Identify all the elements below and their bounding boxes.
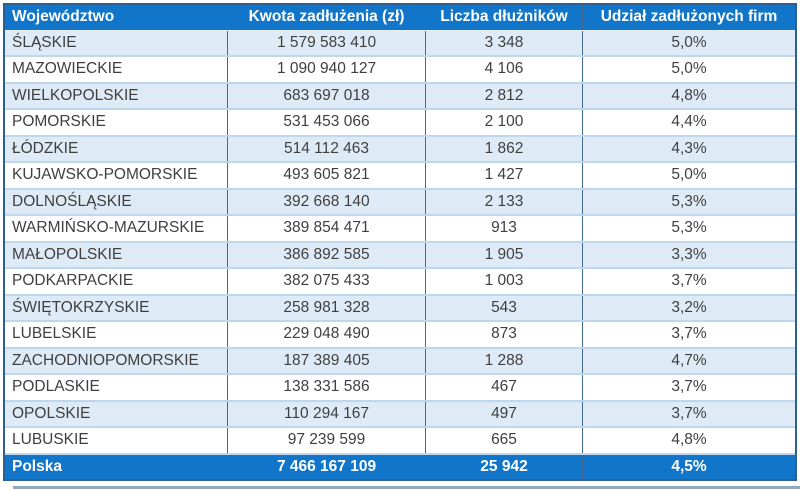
debtors-cell: 1 288 xyxy=(425,348,582,373)
header-cell-region: Województwo xyxy=(12,8,115,26)
amount-cell: 514 112 463 xyxy=(227,136,425,161)
debtors-cell: 3 348 xyxy=(425,30,582,55)
region-cell: DOLNOŚLĄSKIE xyxy=(12,192,132,210)
region-cell: POMORSKIE xyxy=(12,113,106,131)
debtors-cell: 543 xyxy=(425,295,582,320)
debtors-cell: 1 003 xyxy=(425,269,582,294)
total-debtors-cell: 25 942 xyxy=(425,454,582,479)
table-row: WARMIŃSKO-MAZURSKIE 389 854 471 913 5,3% xyxy=(5,214,795,241)
share-cell: 5,3% xyxy=(582,216,795,241)
share-cell: 4,4% xyxy=(582,110,795,135)
share-cell: 5,0% xyxy=(582,57,795,82)
region-cell: ZACHODNIOPOMORSKIE xyxy=(12,351,199,369)
table-row: PODLASKIE 138 331 586 467 3,7% xyxy=(5,373,795,400)
table-row: ŚWIĘTOKRZYSKIE 258 981 328 543 3,2% xyxy=(5,293,795,320)
table-row: POMORSKIE 531 453 066 2 100 4,4% xyxy=(5,108,795,135)
amount-cell: 386 892 585 xyxy=(227,242,425,267)
amount-cell: 1 579 583 410 xyxy=(227,30,425,55)
table-row: WIELKOPOLSKIE 683 697 018 2 812 4,8% xyxy=(5,81,795,108)
total-region-cell: Polska xyxy=(12,457,62,475)
table-row: KUJAWSKO-POMORSKIE 493 605 821 1 427 5,0… xyxy=(5,161,795,188)
amount-cell: 531 453 066 xyxy=(227,110,425,135)
bottom-divider-rule xyxy=(13,486,800,489)
table-row: OPOLSKIE 110 294 167 497 3,7% xyxy=(5,399,795,426)
table-row: LUBUSKIE 97 239 599 665 4,8% xyxy=(5,426,795,453)
amount-cell: 392 668 140 xyxy=(227,189,425,214)
region-cell: ŚLĄSKIE xyxy=(12,33,77,51)
table-row: MAŁOPOLSKIE 386 892 585 1 905 3,3% xyxy=(5,240,795,267)
share-cell: 5,0% xyxy=(582,30,795,55)
amount-cell: 389 854 471 xyxy=(227,216,425,241)
debtors-cell: 497 xyxy=(425,401,582,426)
amount-cell: 683 697 018 xyxy=(227,83,425,108)
share-cell: 4,7% xyxy=(582,348,795,373)
share-cell: 3,7% xyxy=(582,375,795,400)
region-cell: LUBUSKIE xyxy=(12,431,89,449)
table-header-row: Województwo Kwota zadłużenia (zł) Liczba… xyxy=(5,5,795,30)
region-cell: ŁÓDZKIE xyxy=(12,139,79,157)
amount-cell: 382 075 433 xyxy=(227,269,425,294)
region-cell: WARMIŃSKO-MAZURSKIE xyxy=(12,219,205,237)
amount-cell: 97 239 599 xyxy=(227,428,425,453)
total-share-cell: 4,5% xyxy=(582,454,795,479)
region-cell: PODKARPACKIE xyxy=(12,272,134,290)
table-row: ŚLĄSKIE 1 579 583 410 3 348 5,0% xyxy=(5,29,795,55)
debtors-cell: 1 427 xyxy=(425,163,582,188)
share-cell: 4,8% xyxy=(582,83,795,108)
region-cell: LUBELSKIE xyxy=(12,325,97,343)
debtors-cell: 2 100 xyxy=(425,110,582,135)
region-cell: PODLASKIE xyxy=(12,378,100,396)
share-cell: 3,2% xyxy=(582,295,795,320)
share-cell: 5,0% xyxy=(582,163,795,188)
share-cell: 3,7% xyxy=(582,269,795,294)
region-cell: MAZOWIECKIE xyxy=(12,60,123,78)
share-cell: 3,7% xyxy=(582,401,795,426)
region-cell: KUJAWSKO-POMORSKIE xyxy=(12,166,198,184)
table-row: DOLNOŚLĄSKIE 392 668 140 2 133 5,3% xyxy=(5,187,795,214)
amount-cell: 493 605 821 xyxy=(227,163,425,188)
amount-cell: 229 048 490 xyxy=(227,322,425,347)
amount-cell: 258 981 328 xyxy=(227,295,425,320)
amount-cell: 110 294 167 xyxy=(227,401,425,426)
header-cell-share: Udział zadłużonych firm xyxy=(582,5,795,30)
region-cell: WIELKOPOLSKIE xyxy=(12,86,139,104)
debtors-cell: 1 862 xyxy=(425,136,582,161)
table-row: ŁÓDZKIE 514 112 463 1 862 4,3% xyxy=(5,134,795,161)
debtors-cell: 913 xyxy=(425,216,582,241)
share-cell: 3,7% xyxy=(582,322,795,347)
share-cell: 4,3% xyxy=(582,136,795,161)
total-amount-cell: 7 466 167 109 xyxy=(227,454,425,479)
table-row: ZACHODNIOPOMORSKIE 187 389 405 1 288 4,7… xyxy=(5,346,795,373)
debt-by-voivodeship-table: Województwo Kwota zadłużenia (zł) Liczba… xyxy=(3,3,797,481)
debtors-cell: 1 905 xyxy=(425,242,582,267)
header-cell-debtors: Liczba dłużników xyxy=(425,5,582,30)
debtors-cell: 4 106 xyxy=(425,57,582,82)
amount-cell: 1 090 940 127 xyxy=(227,57,425,82)
amount-cell: 187 389 405 xyxy=(227,348,425,373)
table-row: PODKARPACKIE 382 075 433 1 003 3,7% xyxy=(5,267,795,294)
debtors-cell: 467 xyxy=(425,375,582,400)
region-cell: MAŁOPOLSKIE xyxy=(12,245,123,263)
share-cell: 4,8% xyxy=(582,428,795,453)
region-cell: ŚWIĘTOKRZYSKIE xyxy=(12,298,150,316)
table-row: LUBELSKIE 229 048 490 873 3,7% xyxy=(5,320,795,347)
share-cell: 3,3% xyxy=(582,242,795,267)
header-cell-amount: Kwota zadłużenia (zł) xyxy=(227,5,425,30)
debtors-cell: 2 133 xyxy=(425,189,582,214)
share-cell: 5,3% xyxy=(582,189,795,214)
debtors-cell: 873 xyxy=(425,322,582,347)
table-row: MAZOWIECKIE 1 090 940 127 4 106 5,0% xyxy=(5,55,795,82)
table-total-row: Polska 7 466 167 109 25 942 4,5% xyxy=(5,452,795,479)
region-cell: OPOLSKIE xyxy=(12,404,91,422)
debtors-cell: 2 812 xyxy=(425,83,582,108)
amount-cell: 138 331 586 xyxy=(227,375,425,400)
debtors-cell: 665 xyxy=(425,428,582,453)
